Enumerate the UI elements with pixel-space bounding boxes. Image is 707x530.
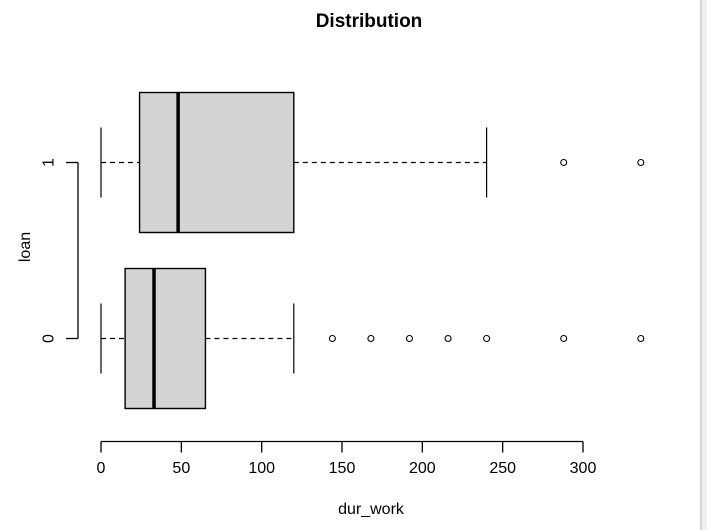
x-axis-tick-label: 50 (172, 460, 190, 477)
y-axis-label: loan (17, 231, 34, 263)
outlier-point (483, 334, 491, 343)
outlier-point (367, 334, 375, 343)
box (138, 91, 295, 234)
outlier-point (560, 158, 568, 167)
outlier-point (560, 334, 568, 343)
outlier-point (444, 334, 452, 343)
x-axis-label: dur_work (338, 501, 404, 518)
x-axis-tick-label: 150 (329, 460, 356, 477)
outlier-point (328, 334, 336, 343)
outlier-point (405, 334, 414, 343)
x-axis-tick-label: 300 (570, 460, 597, 477)
y-axis-tick-label: 0 (41, 334, 58, 343)
pane-divider (700, 0, 702, 530)
x-axis-tick-label: 100 (248, 460, 275, 477)
box (124, 267, 207, 410)
pane-background-strip (702, 0, 707, 530)
x-axis-tick-label: 250 (489, 460, 516, 477)
chart-title: Distribution (315, 11, 423, 32)
x-axis-tick-label: 200 (409, 460, 436, 477)
x-axis-tick-label: 0 (97, 460, 106, 477)
y-axis-tick-label: 1 (41, 158, 58, 167)
outlier-point (637, 158, 645, 167)
outlier-point (637, 334, 645, 343)
